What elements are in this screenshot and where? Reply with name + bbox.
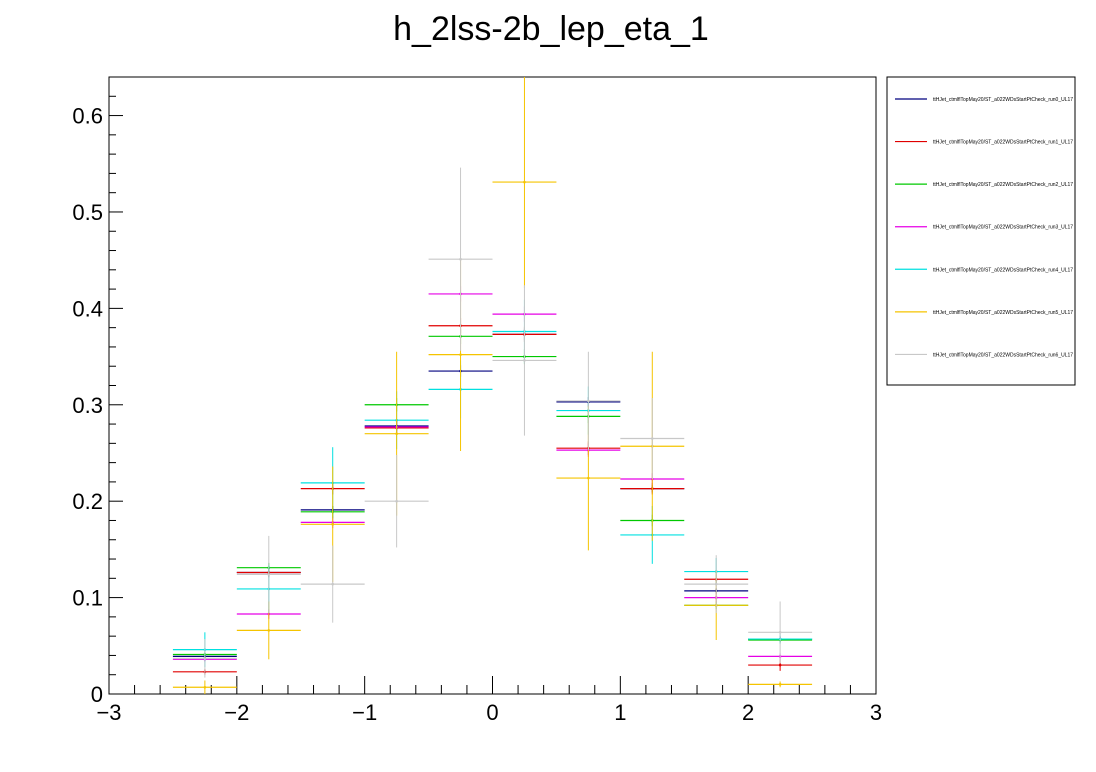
y-tick-label: 0.6: [72, 104, 103, 129]
data-point: [331, 523, 335, 526]
y-tick-label: 0.5: [72, 200, 103, 225]
legend-entry: ttHJet_ctmlflTopMay20/ST_a022WDsStartPtC…: [933, 225, 1073, 231]
data-point: [203, 657, 207, 660]
data-point: [587, 476, 590, 480]
x-tick-label: −1: [352, 700, 377, 725]
legend-entry: ttHJet_ctmlflTopMay20/ST_a022WDsStartPtC…: [933, 310, 1073, 316]
chart-title: h_2lss-2b_lep_eta_1: [393, 10, 709, 48]
y-tick-label: 0: [91, 682, 103, 707]
data-point: [203, 685, 207, 689]
series-layer: [172, 77, 813, 694]
x-tick-label: 3: [870, 700, 882, 725]
legend-entry: ttHJet_ctmlflTopMay20/ST_a022WDsStartPtC…: [933, 97, 1073, 103]
data-point: [459, 353, 462, 356]
legend-entry: ttHJet_ctmlflTopMay20/ST_a022WDsStartPtC…: [933, 140, 1073, 146]
x-tick-label: 1: [614, 700, 626, 725]
data-point: [714, 582, 718, 586]
data-point: [778, 683, 782, 686]
y-tick-label: 0.4: [72, 296, 103, 321]
legend: ttHJet_ctmlflTopMay20/ST_a022WDsStartPtC…: [886, 76, 1076, 386]
data-point: [778, 663, 782, 667]
legend-entry: ttHJet_ctmlflTopMay20/ST_a022WDsStartPtC…: [933, 267, 1073, 273]
x-tick-label: −2: [224, 700, 249, 725]
data-point: [650, 437, 654, 440]
y-tick-label: 0.1: [72, 586, 103, 611]
data-point: [267, 629, 271, 632]
legend-entry: ttHJet_ctmlflTopMay20/ST_a022WDsStartPtC…: [933, 182, 1073, 188]
legend-box: [886, 76, 1076, 386]
series-6: [172, 167, 813, 678]
data-point: [778, 631, 782, 634]
data-point: [587, 399, 590, 403]
legend-entry: ttHJet_ctmlflTopMay20/ST_a022WDsStartPtC…: [933, 352, 1073, 358]
data-point: [395, 499, 398, 503]
x-tick-label: 2: [742, 700, 754, 725]
data-point: [331, 582, 335, 586]
axes: −3 −2 −1 0 1 2 3 0 0.1 0.2 0.3 0.4 0.5 0.6: [72, 76, 882, 725]
y-tick-label: 0.3: [72, 393, 103, 418]
x-tick-label: −3: [96, 700, 121, 725]
data-point: [267, 573, 271, 576]
data-point: [523, 359, 526, 362]
plot-frame: [108, 76, 877, 695]
data-point: [395, 432, 398, 436]
x-tick-label: 0: [486, 700, 498, 725]
data-point: [523, 180, 526, 184]
y-tick-label: 0.2: [72, 489, 103, 514]
data-point: [459, 257, 462, 261]
